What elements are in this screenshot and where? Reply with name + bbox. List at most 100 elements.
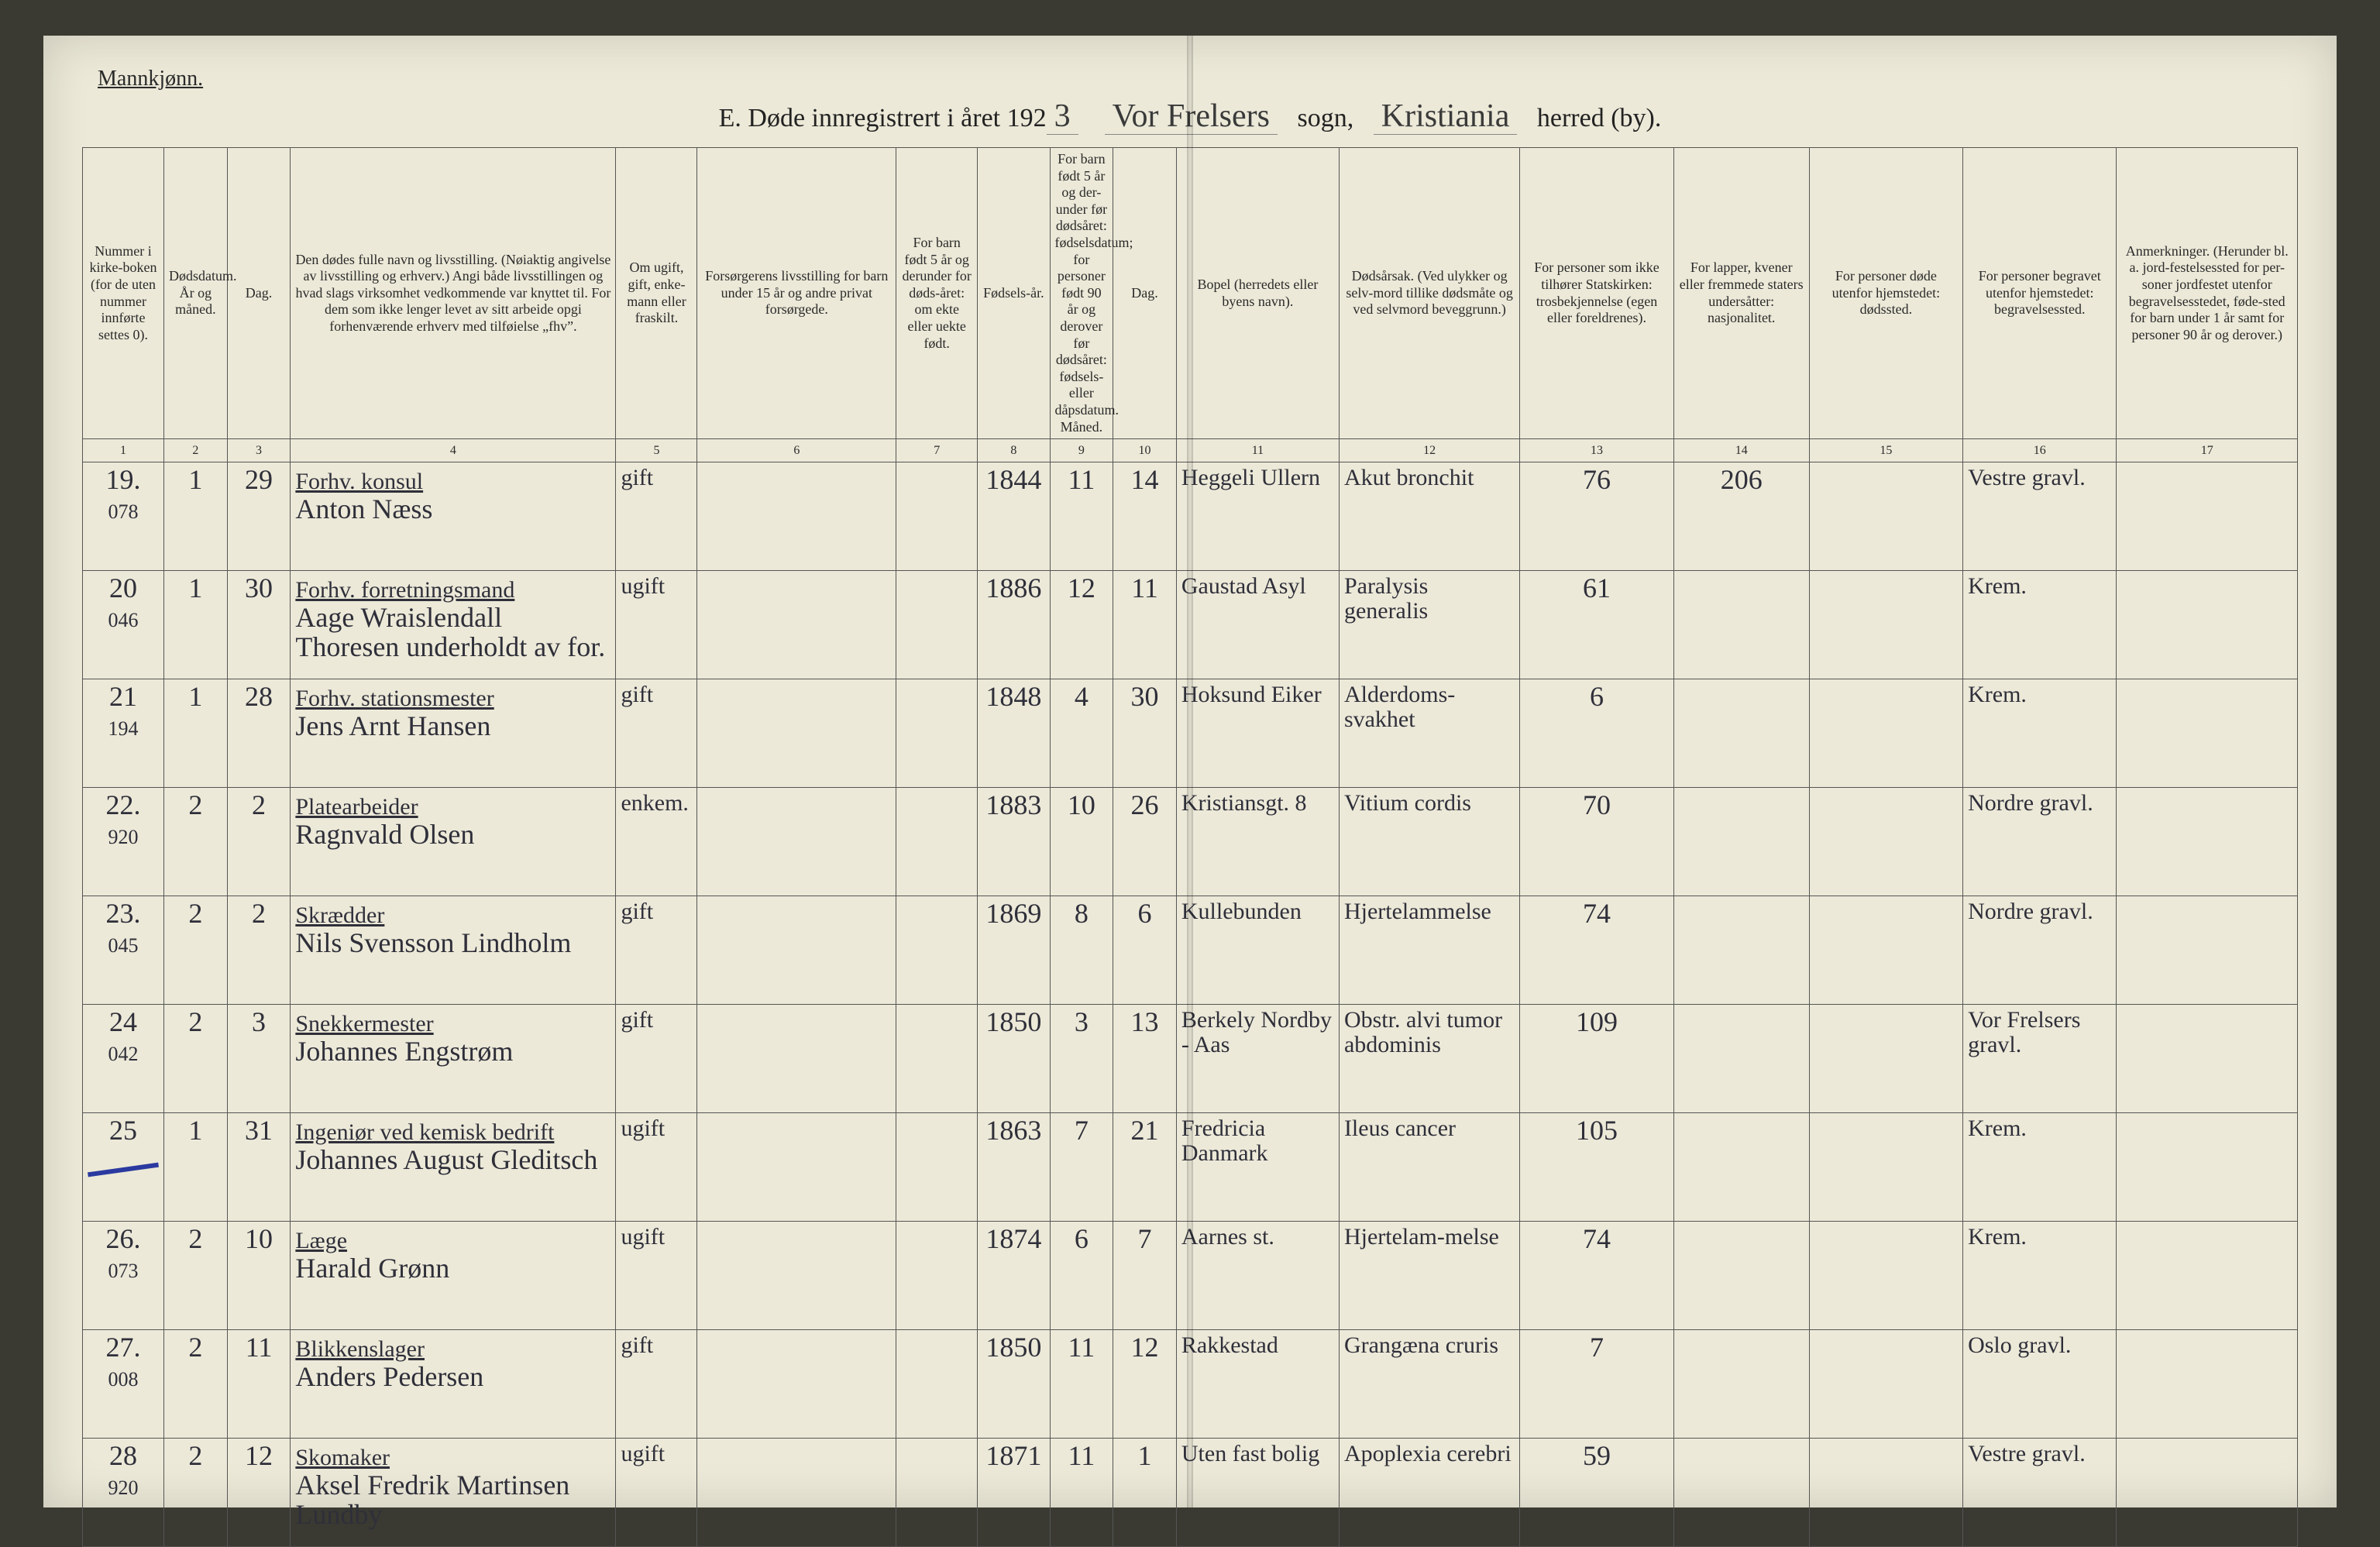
death-day: 31: [227, 1113, 291, 1222]
col-13-header: For personer som ikke tilhører Statskirk…: [1520, 148, 1673, 439]
death-place: [1809, 462, 1962, 571]
death-place: [1809, 1005, 1962, 1113]
col-6-header: Forsørgerens livsstilling for barn under…: [697, 148, 896, 439]
col-9-header: For barn født 5 år og der-under før døds…: [1050, 148, 1113, 439]
death-place: [1809, 1222, 1962, 1330]
table-row: 2404223SnekkermesterJohannes Engstrømgif…: [83, 1005, 2298, 1113]
cause-of-death: Alderdoms-svakhet: [1339, 679, 1519, 788]
colnum: 4: [291, 439, 616, 462]
nationality-code: [1673, 1222, 1809, 1330]
legitimacy: [896, 1005, 978, 1113]
legitimacy: [896, 1222, 978, 1330]
nationality-code: [1673, 788, 1809, 896]
cause-of-death: Grangæna cruris: [1339, 1330, 1519, 1439]
civil-status: ugift: [616, 1222, 697, 1330]
remarks: [2117, 571, 2298, 679]
birth-year: 1850: [978, 1005, 1050, 1113]
birth-year: 1869: [978, 896, 1050, 1005]
death-place: [1809, 788, 1962, 896]
birth-year: 1848: [978, 679, 1050, 788]
remarks: [2117, 1005, 2298, 1113]
name-and-occupation: SkomakerAksel Fredrik Martinsen Lundby: [291, 1439, 616, 1547]
nationality-code: [1673, 1439, 1809, 1547]
civil-status: gift: [616, 1330, 697, 1439]
death-day: 2: [227, 788, 291, 896]
entry-number: 19.078: [83, 462, 164, 571]
burial-place: Nordre gravl.: [1963, 788, 2117, 896]
death-place: [1809, 571, 1962, 679]
death-month: 2: [164, 1439, 228, 1547]
colnum: 16: [1963, 439, 2117, 462]
table-row: 28920212SkomakerAksel Fredrik Martinsen …: [83, 1439, 2298, 1547]
death-month: 1: [164, 462, 228, 571]
table-row: 20046130Forhv. forretningsmandAage Wrais…: [83, 571, 2298, 679]
birth-day: 12: [1113, 1330, 1177, 1439]
col-8-header: Fødsels-år.: [978, 148, 1050, 439]
birth-day: 1: [1113, 1439, 1177, 1547]
civil-status: ugift: [616, 1113, 697, 1222]
cause-of-death: Obstr. alvi tumor abdominis: [1339, 1005, 1519, 1113]
name-and-occupation: SnekkermesterJohannes Engstrøm: [291, 1005, 616, 1113]
birth-month: 3: [1050, 1005, 1113, 1113]
birth-month: 11: [1050, 1330, 1113, 1439]
death-day: 3: [227, 1005, 291, 1113]
birth-month: 11: [1050, 462, 1113, 571]
birth-year: 1871: [978, 1439, 1050, 1547]
death-day: 11: [227, 1330, 291, 1439]
nationality-code: [1673, 679, 1809, 788]
name-and-occupation: Forhv. stationsmesterJens Arnt Hansen: [291, 679, 616, 788]
colnum: 12: [1339, 439, 1519, 462]
death-place: [1809, 896, 1962, 1005]
col-2-header: Dødsdatum. År og måned.: [164, 148, 228, 439]
nationality-code: [1673, 1113, 1809, 1222]
death-month: 2: [164, 1005, 228, 1113]
cause-of-death: Hjertelammelse: [1339, 896, 1519, 1005]
remarks: [2117, 1113, 2298, 1222]
faith-code: 6: [1520, 679, 1673, 788]
birth-year: 1874: [978, 1222, 1050, 1330]
legitimacy: [896, 571, 978, 679]
entry-number: 24042: [83, 1005, 164, 1113]
colnum: 13: [1520, 439, 1673, 462]
birth-month: 8: [1050, 896, 1113, 1005]
faith-code: 74: [1520, 1222, 1673, 1330]
provider: [697, 571, 896, 679]
provider: [697, 788, 896, 896]
table-row: 21194128Forhv. stationsmesterJens Arnt H…: [83, 679, 2298, 788]
birth-month: 6: [1050, 1222, 1113, 1330]
birth-month: 10: [1050, 788, 1113, 896]
birth-day: 11: [1113, 571, 1177, 679]
colnum: 3: [227, 439, 291, 462]
provider: [697, 1005, 896, 1113]
burial-place: Vestre gravl.: [1963, 462, 2117, 571]
remarks: [2117, 1330, 2298, 1439]
birth-month: 11: [1050, 1439, 1113, 1547]
birth-day: 7: [1113, 1222, 1177, 1330]
colnum: 15: [1809, 439, 1962, 462]
death-month: 1: [164, 1113, 228, 1222]
colnum: 10: [1113, 439, 1177, 462]
residence: Kristiansgt. 8: [1176, 788, 1339, 896]
legitimacy: [896, 896, 978, 1005]
table-row: 25131Ingeniør ved kemisk bedriftJohannes…: [83, 1113, 2298, 1222]
residence: Berkely Nordby - Aas: [1176, 1005, 1339, 1113]
faith-code: 7: [1520, 1330, 1673, 1439]
residence: Aarnes st.: [1176, 1222, 1339, 1330]
death-place: [1809, 679, 1962, 788]
death-day: 29: [227, 462, 291, 571]
col-1-header: Nummer i kirke-boken (for de uten nummer…: [83, 148, 164, 439]
table-header: Nummer i kirke-boken (for de uten nummer…: [83, 148, 2298, 462]
table-row: 23.04522SkrædderNils Svensson Lindholmgi…: [83, 896, 2298, 1005]
colnum: 7: [896, 439, 978, 462]
name-and-occupation: LægeHarald Grønn: [291, 1222, 616, 1330]
label-sogn: sogn,: [1298, 104, 1354, 132]
table-row: 27.008211BlikkenslagerAnders Pedersengif…: [83, 1330, 2298, 1439]
col-17-header: Anmerkninger. (Herunder bl. a. jord-fest…: [2117, 148, 2298, 439]
provider: [697, 1222, 896, 1330]
birth-day: 13: [1113, 1005, 1177, 1113]
entry-number: 20046: [83, 571, 164, 679]
colnum: 11: [1176, 439, 1339, 462]
civil-status: gift: [616, 679, 697, 788]
cause-of-death: Paralysis generalis: [1339, 571, 1519, 679]
birth-day: 14: [1113, 462, 1177, 571]
